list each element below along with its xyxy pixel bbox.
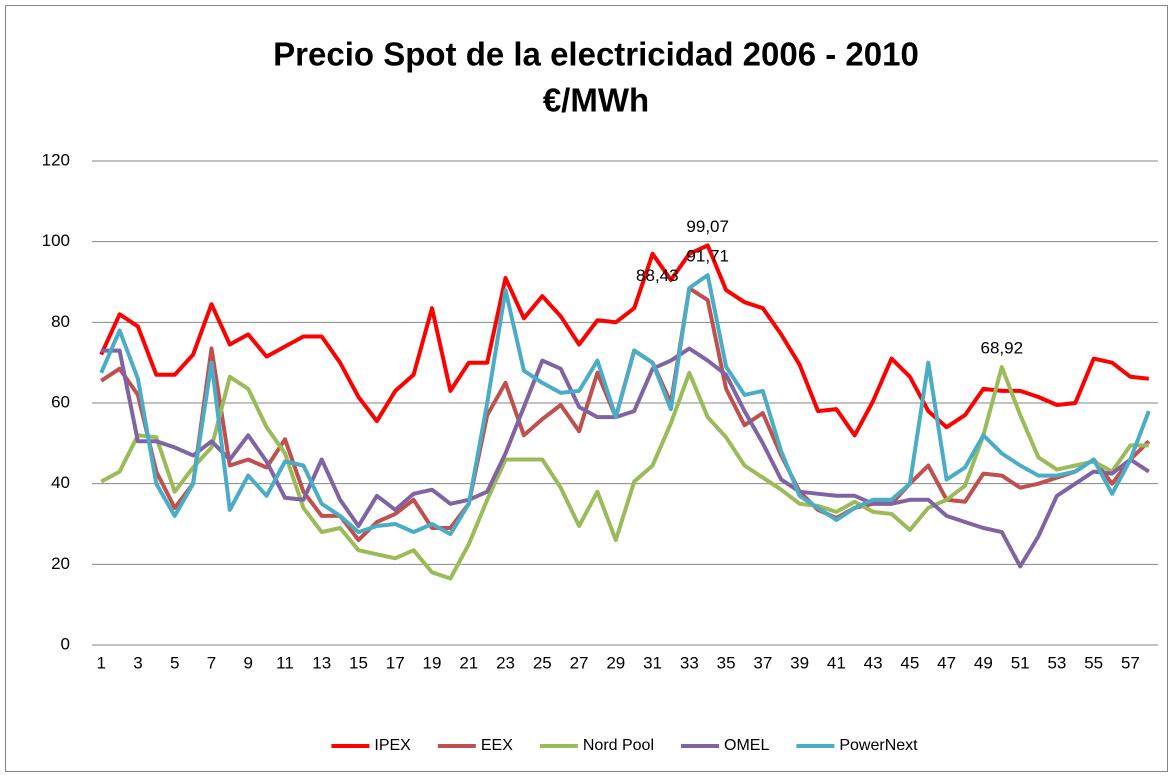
data-label: 68,92 — [981, 339, 1024, 358]
data-label: 99,07 — [686, 217, 729, 236]
y-tick-label: 60 — [51, 392, 70, 411]
y-tick-label: 20 — [51, 554, 70, 573]
x-tick-label: 13 — [312, 653, 331, 672]
x-tick-label: 33 — [680, 653, 699, 672]
x-tick-label: 21 — [459, 653, 478, 672]
y-tick-label: 100 — [42, 231, 70, 250]
x-tick-label: 51 — [1011, 653, 1030, 672]
x-tick-label: 37 — [753, 653, 772, 672]
x-tick-label: 1 — [96, 653, 105, 672]
x-tick-label: 43 — [864, 653, 883, 672]
x-tick-label: 39 — [790, 653, 809, 672]
series-line — [99, 273, 1151, 537]
data-label: 88,43 — [636, 266, 679, 285]
legend-label: IPEX — [374, 737, 411, 754]
x-tick-label: 55 — [1084, 653, 1103, 672]
x-tick-label: 41 — [827, 653, 846, 672]
x-tick-label: 9 — [243, 653, 252, 672]
x-tick-label: 53 — [1047, 653, 1066, 672]
x-tick-label: 11 — [276, 653, 294, 672]
y-tick-label: 120 — [42, 150, 70, 169]
x-tick-label: 19 — [423, 653, 442, 672]
chart-title: Precio Spot de la electricidad 2006 - 20… — [273, 36, 919, 73]
x-tick-label: 15 — [349, 653, 368, 672]
legend-label: Nord Pool — [583, 737, 654, 754]
series-line — [99, 243, 1150, 438]
x-tick-label: 45 — [900, 653, 919, 672]
x-tick-label: 31 — [643, 653, 662, 672]
x-tick-label: 57 — [1121, 653, 1140, 672]
x-tick-label: 5 — [170, 653, 179, 672]
x-tick-label: 27 — [570, 653, 589, 672]
x-tick-label: 3 — [133, 653, 142, 672]
legend-label: OMEL — [724, 737, 769, 754]
chart-subtitle: €/MWh — [543, 82, 649, 119]
x-tick-label: 35 — [717, 653, 736, 672]
x-tick-label: 47 — [937, 653, 956, 672]
series-line — [100, 365, 1149, 581]
x-tick-label: 23 — [496, 653, 515, 672]
legend-label: EEX — [481, 737, 513, 754]
x-tick-label: 29 — [606, 653, 625, 672]
legend-label: PowerNext — [839, 737, 918, 754]
x-tick-label: 49 — [974, 653, 993, 672]
x-tick-label: 7 — [207, 653, 216, 672]
y-tick-label: 80 — [51, 312, 70, 331]
x-tick-label: 17 — [386, 653, 405, 672]
y-tick-label: 40 — [51, 473, 70, 492]
chart-border — [5, 5, 1168, 772]
y-tick-label: 0 — [61, 634, 70, 653]
x-tick-label: 25 — [533, 653, 552, 672]
data-label: 91,71 — [686, 247, 729, 266]
